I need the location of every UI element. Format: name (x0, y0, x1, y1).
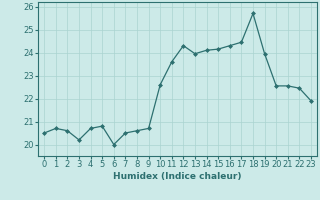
X-axis label: Humidex (Indice chaleur): Humidex (Indice chaleur) (113, 172, 242, 181)
